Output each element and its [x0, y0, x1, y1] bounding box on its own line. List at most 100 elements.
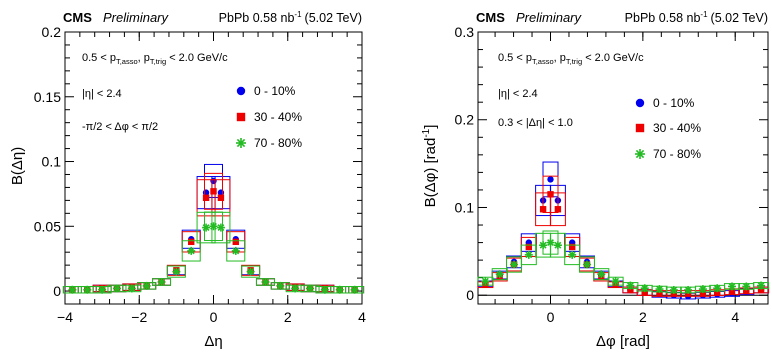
data-point: [525, 243, 532, 251]
header-dataset: PbPb 0.58 nb-1 (5.02 TeV): [219, 10, 362, 25]
data-point: [626, 281, 635, 290]
cut-text: 0.5 < p: [82, 52, 116, 64]
data-point-stroke: [525, 251, 533, 259]
cut-sub: T,trig: [566, 57, 582, 66]
y-axis-title: B(Δφ) [rad-1]: [421, 125, 439, 208]
data-point-stroke: [626, 282, 634, 290]
cut-text: 0.5 < p: [498, 52, 532, 64]
data-point-peak: [209, 222, 218, 231]
x-tick-label: 0: [547, 309, 555, 325]
systematic-box: [491, 268, 508, 281]
data-point: [481, 277, 490, 286]
data-point: [98, 285, 107, 294]
data-point-peak: [547, 191, 554, 198]
data-point: [495, 270, 504, 279]
cut-text-mid: , p: [138, 52, 150, 64]
data-point: [216, 223, 225, 232]
y-axis-title-sup: -1: [421, 128, 432, 137]
y-tick-label: 0.2: [455, 112, 475, 128]
y-axis-title-text: B(Δφ) [rad: [422, 138, 439, 208]
data-point: [684, 285, 693, 294]
data-point: [669, 285, 678, 294]
x-axis-title: Δφ [rad]: [596, 333, 650, 350]
data-point: [188, 238, 195, 246]
cut-text-tail: < 2.0 GeV/c: [166, 52, 228, 64]
data-point: [597, 270, 606, 279]
y-tick-label: 0.1: [42, 154, 62, 170]
cut-annotation: |η| < 2.4: [498, 88, 538, 100]
systematic-box: [241, 265, 261, 278]
data-point-stroke: [143, 282, 151, 290]
data-point: [627, 286, 634, 294]
data-point-stroke: [656, 285, 663, 293]
header-dataset-sup: -1: [700, 10, 708, 19]
legend-marker-stroke: [236, 138, 246, 148]
systematic-box: [564, 244, 581, 266]
systematic-box: [204, 172, 223, 210]
data-point-stroke: [510, 261, 518, 268]
data-point: [699, 290, 707, 297]
legend-marker: [236, 138, 246, 148]
data-point-stroke: [128, 285, 136, 292]
series-3: [477, 230, 770, 294]
data-point-stroke: [713, 284, 721, 292]
data-point: [582, 260, 591, 269]
data-point: [727, 282, 736, 291]
data-point: [112, 284, 121, 293]
legend-label: 30 - 40%: [254, 110, 302, 124]
data-point: [306, 284, 315, 293]
data-point: [232, 238, 239, 246]
panel-1: CMS Preliminary PbPb 0.58 nb-1 (5.02 TeV) 0 0…: [9, 10, 366, 350]
y-tick-label: 0: [53, 283, 61, 299]
data-point-stroke: [728, 283, 736, 290]
data-point: [757, 281, 766, 290]
data-point-stroke: [496, 270, 504, 278]
data-point-peak: [547, 176, 554, 183]
data-point-peak-stroke: [547, 239, 554, 247]
cut-text: |η| < 2.4: [82, 88, 122, 100]
data-point: [202, 194, 210, 201]
series-2: [62, 172, 365, 294]
data-point: [524, 250, 533, 259]
y-tick-label: 0.15: [34, 89, 61, 105]
x-tick-label: 4: [731, 309, 739, 325]
data-point-stroke: [306, 285, 314, 292]
systematic-box: [181, 240, 201, 262]
cut-annotation: 0.5 < pT,asso, pT,trig < 2.0 GeV/c: [82, 52, 228, 66]
header-energy: (5.02 TeV): [305, 11, 362, 25]
data-point: [611, 277, 620, 286]
data-point: [187, 246, 196, 255]
cut-annotation: 0.5 < pT,asso, pT,trig < 2.0 GeV/c: [498, 52, 644, 66]
data-point-stroke: [568, 251, 576, 259]
x-tick-label: −2: [131, 309, 147, 325]
data-point-stroke: [291, 285, 299, 292]
legend-marker: [236, 86, 246, 96]
systematic-box: [542, 175, 559, 213]
series-3: [62, 211, 365, 294]
legend-marker: [635, 123, 645, 133]
legend-label: 30 - 40%: [653, 121, 701, 135]
x-axis-title: Δη: [204, 333, 222, 350]
y-tick-label: 0.3: [455, 24, 475, 40]
panel-2: CMS Preliminary PbPb 0.58 nb-1 (5.02 TeV)00…: [421, 10, 770, 350]
data-point-stroke: [699, 285, 707, 293]
data-point-stroke: [757, 282, 765, 290]
data-point-stroke: [98, 286, 106, 294]
data-point: [728, 288, 736, 295]
header-dataset-name: PbPb 0.58 nb: [625, 11, 701, 25]
data-point: [83, 285, 92, 294]
cut-text-tail: < 2.0 GeV/c: [582, 52, 644, 64]
data-point: [640, 284, 649, 293]
data-point: [743, 287, 750, 295]
data-point-stroke: [68, 286, 76, 294]
header-dataset-sup: -1: [294, 10, 302, 19]
x-tick-label: −4: [57, 309, 73, 325]
systematic-box: [520, 244, 537, 266]
data-point-stroke: [247, 268, 255, 276]
data-point-stroke: [597, 270, 605, 278]
data-point: [742, 282, 751, 291]
data-point: [350, 285, 359, 294]
data-point: [656, 290, 663, 297]
systematic-box: [226, 240, 246, 262]
data-point-stroke: [232, 247, 240, 255]
